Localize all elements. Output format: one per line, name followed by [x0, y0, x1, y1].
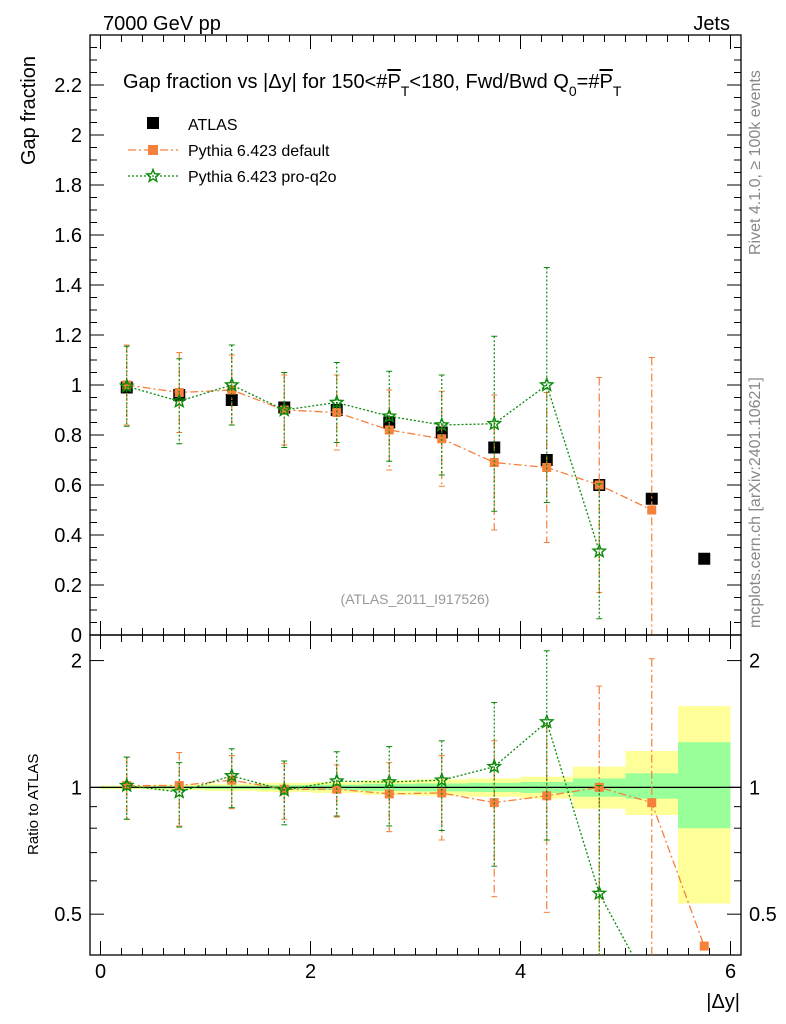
proq2o-point — [433, 416, 450, 432]
proq2o-ratio-point — [591, 884, 608, 901]
watermark: (ATLAS_2011_I917526) — [341, 591, 490, 607]
ratio-ytick-label-left: 1 — [71, 777, 82, 799]
ratio-panel: 0.5 0.5 1 1 2 2 Ratio to ATLAS 0 2 4 6 |Δy| — [25, 634, 777, 1013]
proq2o-point — [328, 394, 345, 410]
main-ytick-label: 1.2 — [54, 325, 82, 347]
main-title: Gap fraction vs |Δy| for 150<#PT<180, Fw… — [123, 71, 622, 99]
x-axis-label: |Δy| — [706, 991, 740, 1013]
ratio-ylabel: Ratio to ATLAS — [25, 754, 42, 855]
default-ratio-point — [647, 798, 657, 808]
legend-marker-default — [148, 145, 158, 155]
ratio-ytick-label-right: 1 — [749, 777, 760, 799]
proq2o-ratio-point — [171, 783, 188, 799]
ratio-ytick-label-left: 0.5 — [54, 904, 82, 926]
main-ylabel: Gap fraction — [18, 56, 40, 165]
ratio-ytick-label-right: 2 — [749, 651, 760, 673]
legend-marker-proq2o — [144, 167, 162, 183]
main-ytick-label: 0.4 — [54, 525, 82, 547]
proq2o-point — [381, 407, 398, 424]
ratio-ytick-label-left: 2 — [71, 651, 82, 673]
default-point — [647, 505, 657, 515]
default-ratio-point — [699, 941, 709, 951]
atlas-point — [698, 552, 711, 565]
proq2o-ratio-point — [433, 771, 450, 788]
atlas-point — [645, 492, 658, 505]
main-panel: 0 0.2 0.4 0.6 0.8 1 1.2 1.4 1.6 1.8 2 2.2 Gap fract… — [18, 34, 742, 647]
main-ytick-label: 1.6 — [54, 225, 82, 247]
proq2o-ratio-line — [126, 720, 634, 955]
ratio-ytick-label-right: 0.5 — [749, 904, 777, 926]
proq2o-ratio-point — [328, 772, 345, 788]
proq2o-point — [538, 376, 555, 392]
proq2o-ratio-point — [118, 777, 135, 793]
x-tick-label: 6 — [725, 961, 736, 983]
main-ytick-label: 1 — [71, 375, 82, 397]
source-label: mcplots.cern.ch [arXiv:2401.10621] — [747, 377, 764, 628]
main-ytick-label: 1.4 — [54, 275, 82, 297]
proq2o-ratio-point — [538, 713, 555, 729]
header-right: Jets — [693, 13, 730, 35]
default-line — [126, 384, 653, 511]
x-tick-label: 4 — [515, 961, 526, 983]
legend-label-default: Pythia 6.423 default — [188, 143, 330, 160]
proq2o-point — [118, 377, 135, 394]
legend: ATLAS Pythia 6.423 default Pythia 6.423 … — [128, 117, 337, 186]
proq2o-line — [126, 383, 600, 552]
legend-label-atlas: ATLAS — [188, 117, 238, 134]
proq2o-ratio-point — [381, 773, 398, 789]
legend-marker-atlas — [147, 117, 159, 129]
x-tick-label: 0 — [95, 961, 106, 983]
default-ratio-point — [227, 775, 237, 785]
proq2o-ratio-point — [276, 781, 293, 798]
main-ytick-label: 1.8 — [54, 175, 82, 197]
default-point — [384, 425, 394, 435]
default-ratio-line — [126, 779, 705, 947]
proq2o-point — [171, 392, 188, 409]
legend-label-proq2o: Pythia 6.423 pro-q2o — [188, 169, 337, 186]
proq2o-point — [591, 542, 608, 559]
header-left: 7000 GeV pp — [103, 13, 221, 35]
main-ytick-label: 0.8 — [54, 425, 82, 447]
main-ytick-label: 2 — [71, 125, 82, 147]
default-ratio-point — [384, 789, 394, 799]
main-ytick-label: 2.2 — [54, 75, 82, 97]
default-point — [122, 380, 132, 390]
default-point — [437, 434, 447, 444]
main-ytick-label: 0.6 — [54, 475, 82, 497]
proq2o-ratio-point — [486, 758, 503, 774]
main-ytick-label: 0.2 — [54, 575, 82, 597]
x-tick-label: 2 — [305, 961, 316, 983]
proq2o-point — [276, 401, 293, 417]
default-point — [489, 458, 499, 467]
rivet-label: Rivet 4.1.0, ≥ 100k events — [747, 70, 764, 255]
ratio-band-green — [678, 742, 731, 829]
proq2o-ratio-point — [223, 767, 240, 783]
proq2o-point — [223, 376, 240, 392]
main-ytick-label: 0 — [71, 625, 82, 647]
proq2o-point — [486, 415, 503, 431]
